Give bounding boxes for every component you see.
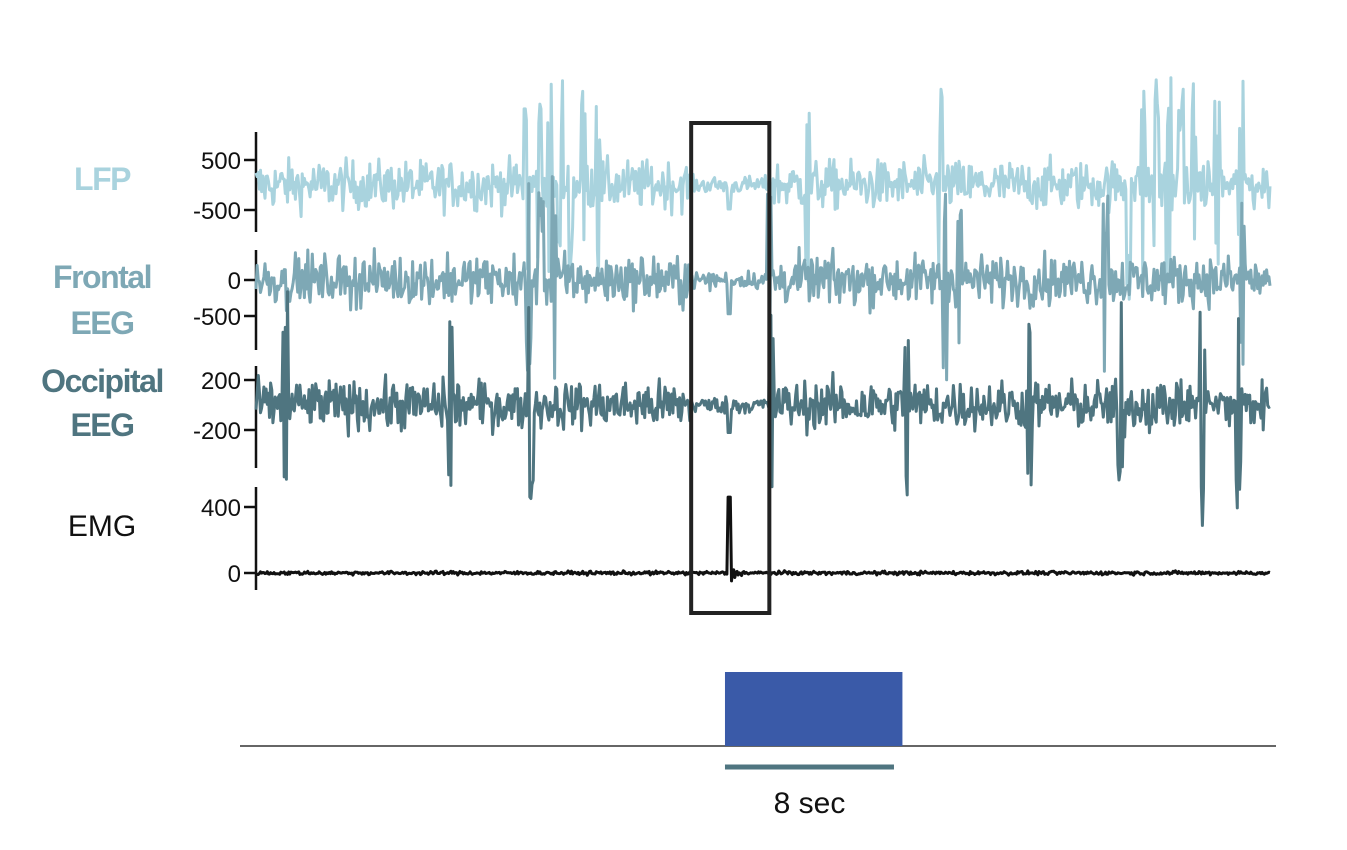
channel-frontal-eeg: Frontal EEG 0 -500 [53,175,1272,382]
channel-label-line: EEG [70,407,133,443]
channel-group: LFP 500 -500 Frontal EEG 0 -500 Occipital EEG 200… [41,76,1272,590]
y-tick-label: 200 [201,368,241,395]
y-tick-label: 500 [201,148,241,175]
channel-occipital-eeg: Occipital EEG 200 -200 [41,290,1271,527]
channel-label: LFP [74,161,131,197]
channel-emg: EMG 400 0 [68,487,1271,590]
y-tick-label: -500 [193,198,241,225]
channel-label: EMG [68,510,136,543]
y-tick-label: -200 [193,418,241,445]
stimulus-group: 8 sec [240,672,1276,820]
channel-trace [254,495,1271,583]
y-tick-label: -500 [193,304,241,331]
channel-label: Frontal EEG [53,259,151,341]
channel-trace [254,175,1272,382]
channel-trace [254,290,1271,527]
y-tick-label: 0 [228,268,241,295]
channel-trace [254,76,1272,301]
channel-label-line: Occipital [41,363,163,399]
channel-label-line: EEG [70,305,133,341]
event-window-box [689,121,772,615]
channel-label: Occipital EEG [41,363,163,443]
channel-label-line: EMG [68,510,136,543]
stimulus-pulse [724,672,903,746]
channel-label-line: LFP [74,161,131,197]
y-tick-label: 0 [228,561,241,588]
y-tick-label: 400 [201,495,241,522]
scale-bar-label: 8 sec [774,787,846,820]
channel-label-line: Frontal [53,259,151,295]
channel-lfp: LFP 500 -500 [74,76,1272,301]
